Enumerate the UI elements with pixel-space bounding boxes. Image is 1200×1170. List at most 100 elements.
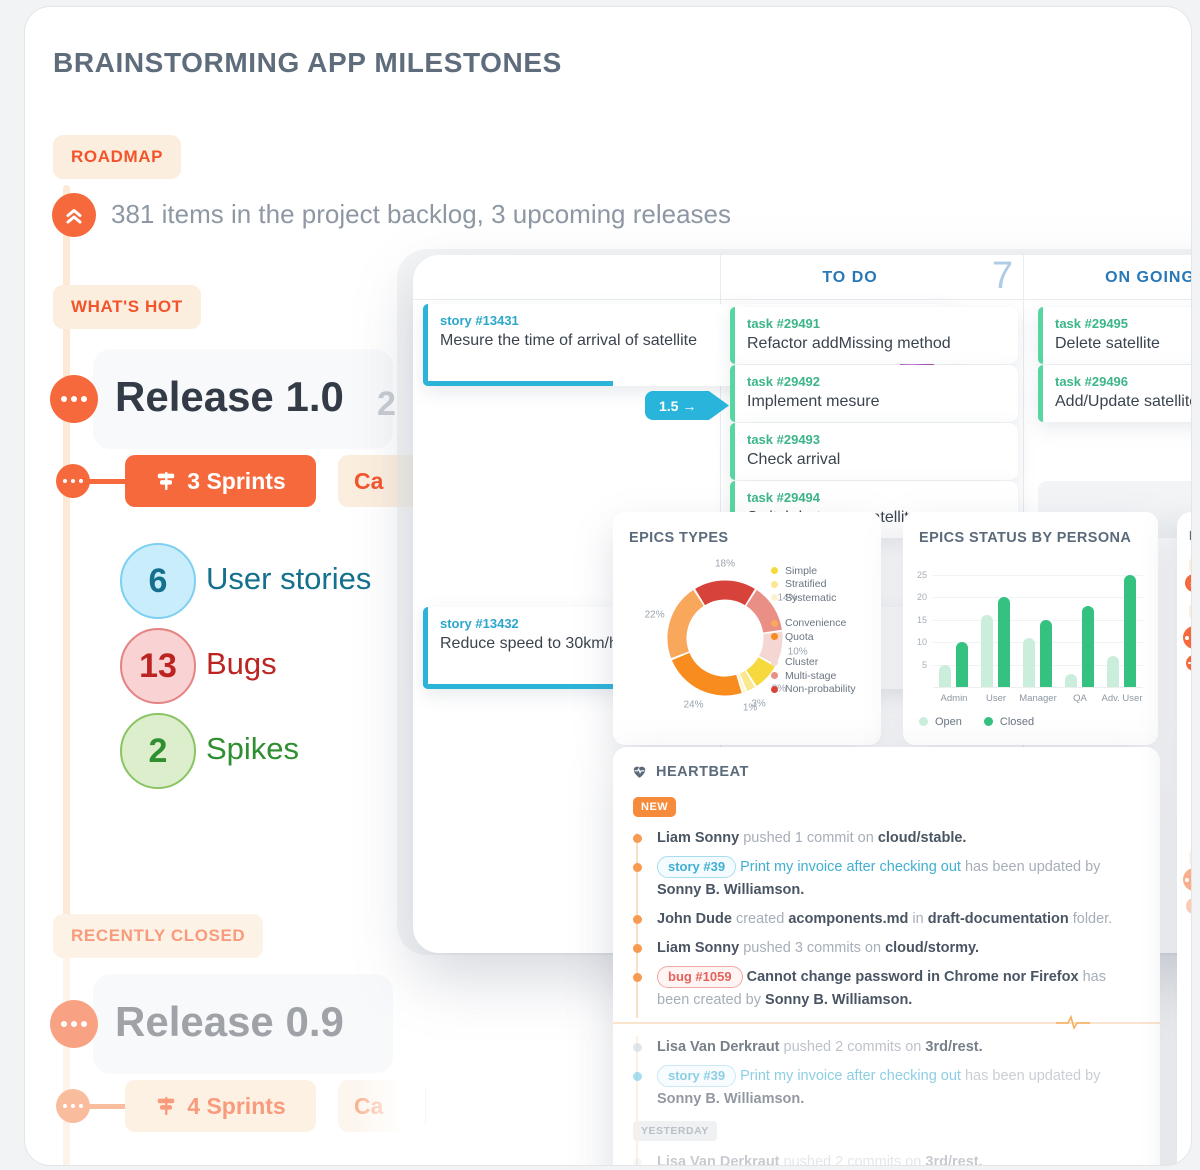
feed-dot [633, 1072, 642, 1081]
release-row-highlight [93, 974, 393, 1074]
sprints-button-closed[interactable]: 4 Sprints [125, 1080, 316, 1132]
mini-title: BRAIN [1189, 528, 1191, 543]
gridline [933, 664, 1143, 666]
feed-entry[interactable]: Liam Sonny pushed 3 commits on cloud/sto… [633, 937, 1140, 960]
card-id: task #29495 [1055, 316, 1129, 331]
card-progress-bar [423, 381, 613, 386]
signpost-icon [155, 470, 177, 492]
story-pill[interactable]: story #39 [657, 1065, 737, 1087]
bug-pill[interactable]: bug #1059 [657, 966, 743, 988]
card-accent-edge [423, 304, 428, 386]
card-id: task #29492 [747, 374, 821, 389]
mini-dashboard-panel: BRAIN ROADM 38 WHAT' R RECEN R [1177, 512, 1191, 1165]
card-title: Implement mesure [747, 393, 880, 410]
bar-chart-area: 5 10 15 20 25 Admin User Manager QA Adv. User [917, 567, 1143, 704]
count-label: Spikes [206, 731, 300, 766]
heartbeat-title: HEARTBEAT [656, 763, 749, 780]
feed-entry[interactable]: Lisa Van Derkraut pushed 2 commits on 3r… [633, 1036, 1140, 1059]
count-label: User stories [206, 561, 372, 596]
feed-text-obj: cloud/stable. [877, 830, 967, 846]
bar-open [1065, 673, 1077, 687]
feed-entry[interactable]: bug #1059 Cannot change password in Chro… [633, 966, 1140, 1012]
card-accent-edge [1038, 307, 1043, 364]
recently-closed-badge: RECENTLY CLOSED [53, 914, 264, 958]
feed-text-name: Lisa Van Derkraut [657, 1154, 780, 1166]
legend-label: Quota [785, 630, 814, 643]
legend-label: Multi-stage [785, 669, 837, 682]
story-pill[interactable]: story #39 [657, 856, 737, 878]
donut-segment-non-probability [695, 580, 755, 606]
mini-recently-badge: RECEN [1189, 850, 1191, 865]
count-label: Bugs [206, 646, 277, 681]
feed-entry[interactable]: story #39 Print my invoice after checkin… [633, 1065, 1140, 1111]
donut-segment-multi-stage [745, 590, 782, 633]
legend-item: Open [919, 715, 962, 729]
kanban-card-task[interactable]: task #29492 Implement mesure [730, 365, 1018, 422]
donut-percent-label: 10% [787, 646, 808, 658]
legend-label: Cluster [785, 656, 819, 669]
x-category-label: Admin [940, 693, 968, 704]
column-header-ongoing: ON GOING [1105, 269, 1192, 286]
epics-types-title: EPICS TYPES [629, 530, 729, 546]
feed-entry[interactable]: story #39 Print my invoice after checkin… [633, 856, 1140, 902]
bar-chart-legend: Open Closed [919, 715, 1034, 729]
card-progress-bar [423, 684, 613, 689]
feed-dot [633, 863, 642, 872]
kanban-card-task[interactable]: task #29495 Delete satellite [1038, 307, 1191, 364]
legend-item: Non-probability [771, 683, 856, 697]
legend-item: Systematic [771, 591, 856, 605]
feed-text-obj: Sonny B. Williamson. [765, 992, 913, 1008]
card-accent-edge [730, 307, 735, 364]
gridline [933, 575, 1143, 576]
release-node-icon[interactable] [50, 375, 98, 423]
legend-item: Closed [983, 715, 1034, 729]
sprint-velocity-tag[interactable]: 1.5 → [645, 391, 729, 420]
feed-dot [633, 944, 642, 953]
epics-status-panel: EPICS STATUS BY PERSONA 5 10 15 20 25 Admin Us… [903, 512, 1158, 745]
kanban-card-task[interactable]: task #29493 Check arrival [730, 423, 1018, 480]
kanban-card-task[interactable]: task #29496 Add/Update satellite [1038, 365, 1191, 422]
feed-entry[interactable]: Liam Sonny pushed 1 commit on cloud/stab… [633, 827, 1140, 850]
bar-open [939, 664, 951, 687]
heartbeat-panel: HEARTBEAT NEW Liam Sonny pushed 1 commit… [613, 747, 1160, 1166]
app-window: BRAINSTORMING APP MILESTONES ROADMAP 381… [24, 6, 1192, 1166]
legend-item: Cluster [771, 656, 856, 670]
feed-dot [633, 973, 642, 982]
count-circle-user-stories[interactable]: 6 [120, 543, 196, 619]
release-hot-name[interactable]: Release 1.0 [115, 373, 344, 420]
release-closed-name[interactable]: Release 0.9 [115, 998, 344, 1045]
y-tick-label: 5 [921, 659, 927, 670]
bar-closed [1082, 606, 1094, 687]
donut-percent-label: 22% [644, 609, 665, 621]
sprint-node-icon[interactable] [56, 1089, 90, 1123]
card-id: task #29491 [747, 316, 821, 331]
card-id: task #29496 [1055, 374, 1129, 389]
count-circle-spikes[interactable]: 2 [120, 713, 196, 789]
feed-text-obj: Sonny B. Williamson. [657, 882, 805, 898]
feed-text-plain: has been updated by [960, 859, 1101, 875]
feed-text-link[interactable]: Print my invoice after checking out [736, 1068, 961, 1084]
legend-item: Stratified [771, 578, 856, 592]
legend-label: Systematic [785, 591, 837, 604]
feed-entry[interactable]: John Dude created acomponents.md in draf… [633, 908, 1140, 931]
sprint-node-icon[interactable] [56, 464, 90, 498]
kanban-card-task[interactable]: task #29491 Refactor addMissing method [730, 307, 1018, 364]
count-circle-bugs[interactable]: 13 [120, 628, 196, 704]
release-node-icon[interactable] [50, 1000, 98, 1048]
new-badge: NEW [633, 797, 677, 817]
feed-text-link[interactable]: Print my invoice after checking out [736, 859, 961, 875]
feed-entry[interactable]: Lisa Van Derkraut pushed 2 commits on 3r… [633, 1151, 1140, 1166]
sprints-button[interactable]: 3 Sprints [125, 455, 316, 507]
legend-label: Non-probability [785, 683, 856, 696]
mini-sprint-node-icon [1186, 655, 1191, 671]
legend-item: Convenience [771, 617, 856, 631]
x-category-label: Manager [1019, 693, 1057, 704]
feed-text-plain: has been created by [657, 969, 1106, 1008]
feed-text-obj: Cannot change password in Chrome nor Fir… [742, 969, 1079, 985]
legend-item: Quota [771, 630, 856, 644]
bar-closed [956, 642, 968, 687]
release-hot-hidden-text: 2 [377, 385, 396, 423]
heartbeat-feed: Liam Sonny pushed 1 commit on cloud/stab… [613, 827, 1160, 1166]
feed-text-name: Liam Sonny [657, 940, 740, 956]
legend-item: Multi-stage [771, 669, 856, 683]
